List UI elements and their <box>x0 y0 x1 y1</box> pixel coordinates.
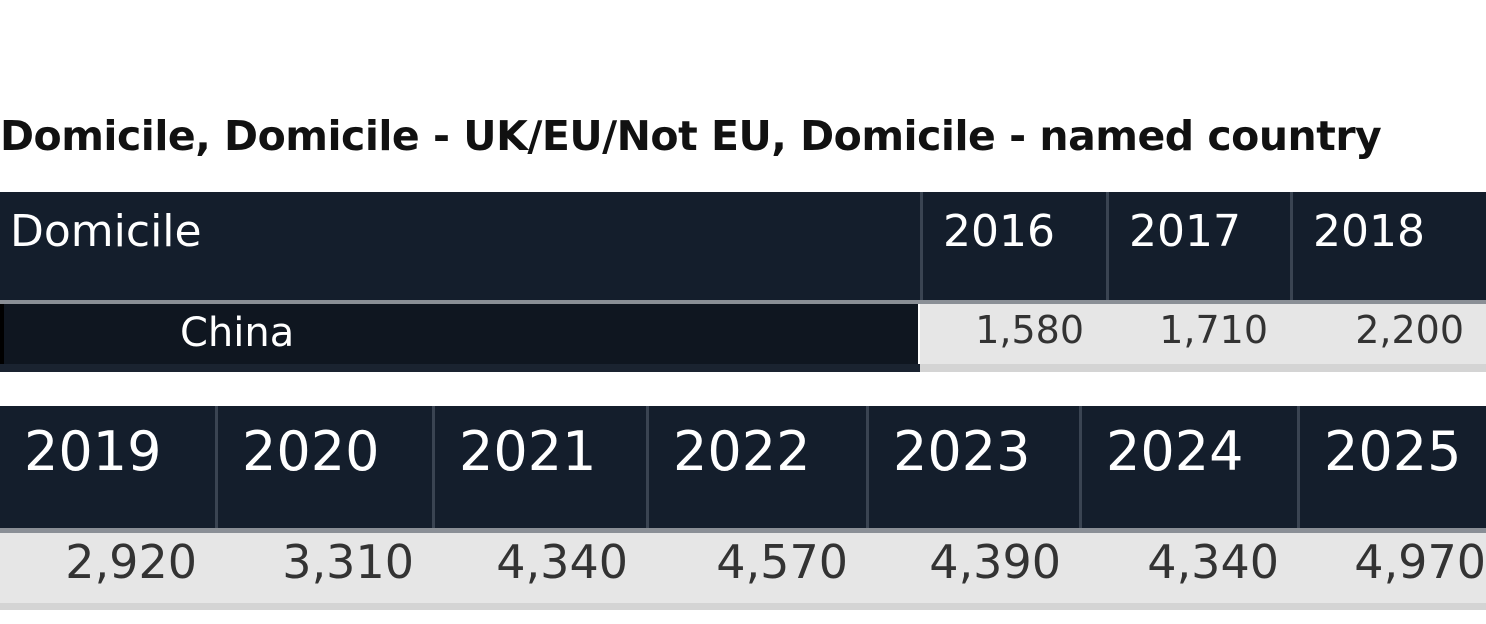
header-background <box>0 406 1486 528</box>
column-divider <box>432 406 435 528</box>
column-header-year[interactable]: 2023 <box>869 406 1079 528</box>
year-label: 2019 <box>24 420 162 483</box>
table-cell: 1,710 <box>1106 304 1290 364</box>
column-header-domicile[interactable]: Domicile <box>0 192 920 300</box>
year-label: 2022 <box>673 420 811 483</box>
table-cell: 2,920 <box>65 535 197 589</box>
header-divider <box>0 528 1486 533</box>
column-header-year[interactable]: 2017 <box>1109 192 1290 300</box>
row-strip <box>920 364 1486 372</box>
table-cell: 4,340 <box>496 535 628 589</box>
report-title: Domicile, Domicile - UK/EU/Not EU, Domic… <box>0 112 1382 160</box>
table-bottom: 2019 2020 2021 2022 2023 2024 2025 2,920… <box>0 406 1486 610</box>
table-cell: 2,200 <box>1290 304 1486 364</box>
column-divider <box>1106 192 1109 300</box>
column-header-year[interactable]: 2024 <box>1082 406 1297 528</box>
header-divider <box>0 300 1486 304</box>
column-header-year[interactable]: 2025 <box>1300 406 1486 528</box>
year-label: 2024 <box>1106 420 1244 483</box>
table-cell: 4,570 <box>716 535 848 589</box>
column-divider <box>646 406 649 528</box>
table-cell: 3,310 <box>282 535 414 589</box>
year-label: 2023 <box>893 420 1031 483</box>
year-label: 2016 <box>943 206 1055 257</box>
row-edge <box>0 304 4 364</box>
column-divider <box>1297 406 1300 528</box>
row-header-country[interactable]: China <box>4 304 918 364</box>
column-header-year[interactable]: 2020 <box>218 406 432 528</box>
table-cell: 4,340 <box>1147 535 1279 589</box>
table-cell: 1,580 <box>920 304 1106 364</box>
column-divider <box>215 406 218 528</box>
values-row <box>0 533 1486 603</box>
column-divider <box>1079 406 1082 528</box>
column-divider <box>866 406 869 528</box>
column-header-year[interactable]: 2018 <box>1293 192 1486 300</box>
column-divider <box>920 192 923 300</box>
column-header-year[interactable]: 2022 <box>649 406 866 528</box>
table-cell: 4,390 <box>929 535 1061 589</box>
column-header-label: Domicile <box>10 206 202 257</box>
table-cell: 4,970 <box>1354 535 1486 589</box>
column-header-year[interactable]: 2016 <box>923 192 1106 300</box>
year-label: 2018 <box>1313 206 1425 257</box>
year-label: 2021 <box>459 420 597 483</box>
column-divider <box>1290 192 1293 300</box>
row-strip <box>0 603 1486 610</box>
year-label: 2017 <box>1129 206 1241 257</box>
year-label: 2025 <box>1324 420 1462 483</box>
country-label: China <box>180 310 295 356</box>
table-top: Domicile 2016 2017 2018 China 1,580 1,71… <box>0 192 1486 372</box>
column-header-year[interactable]: 2021 <box>435 406 646 528</box>
column-header-year[interactable]: 2019 <box>0 406 215 528</box>
row-strip <box>0 364 920 372</box>
year-label: 2020 <box>242 420 380 483</box>
